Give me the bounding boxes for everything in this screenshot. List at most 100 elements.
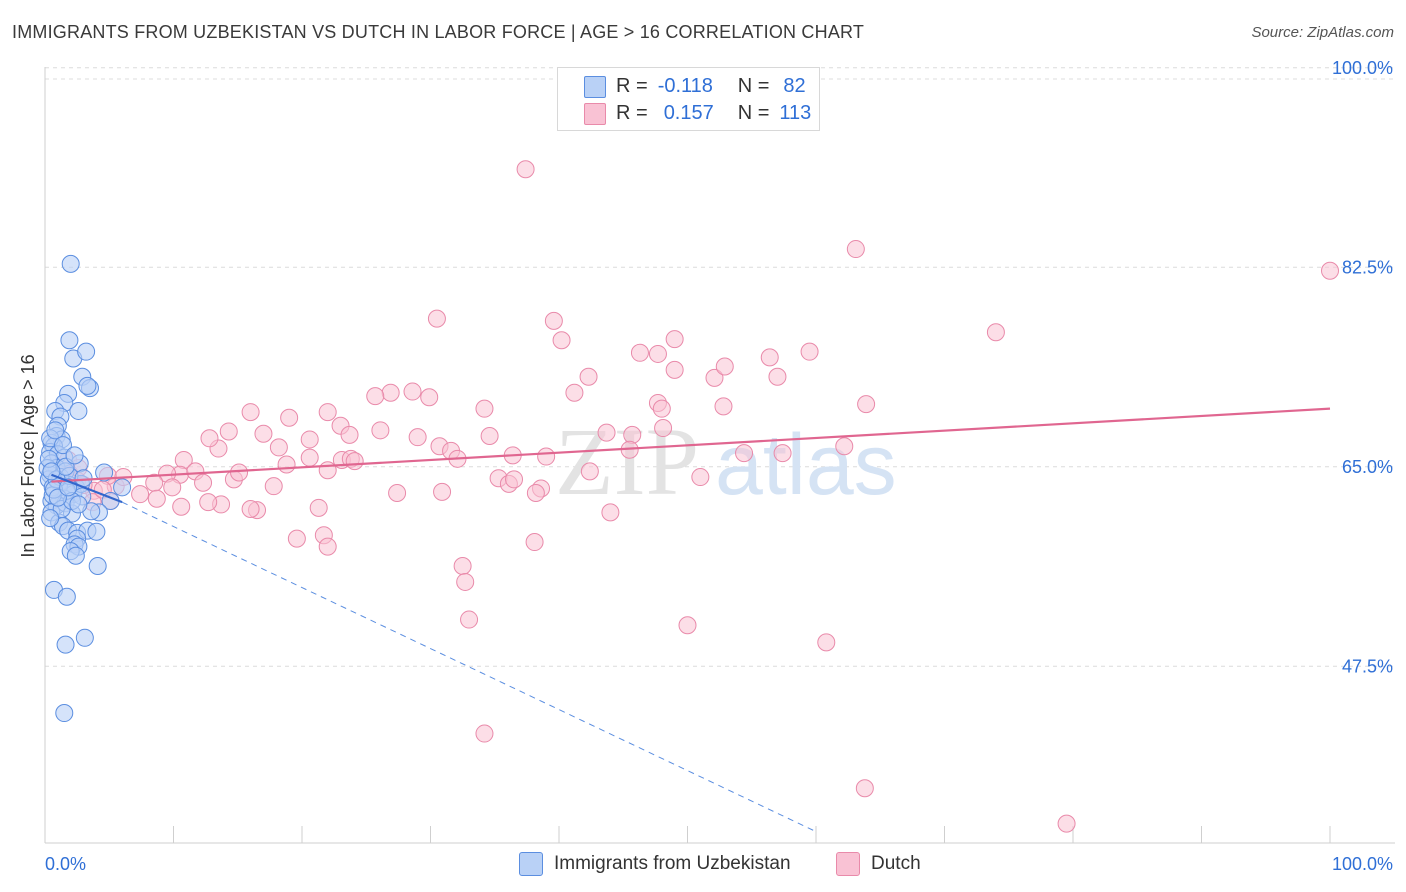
dutch-point [300, 448, 319, 467]
dutch-point [300, 430, 319, 449]
dutch-point [715, 357, 734, 376]
dutch-point [241, 499, 260, 518]
dutch-point [760, 348, 779, 367]
dutch-point [505, 470, 524, 489]
dutch-point [1321, 261, 1339, 280]
y-tick-labels: 47.5% 65.0% 82.5% 100.0% [1332, 58, 1393, 676]
bottom-legend-label-dutch: Dutch [871, 853, 921, 874]
dutch-point [1057, 814, 1076, 833]
dutch-point [318, 461, 337, 480]
dutch-point [280, 408, 299, 427]
dutch-point [287, 529, 306, 548]
dutch-point [366, 387, 385, 406]
dutch-point [565, 383, 584, 402]
watermark-atlas: atlas [715, 417, 897, 513]
dutch-point [172, 497, 191, 516]
dutch-point [388, 484, 407, 503]
dutch-point [552, 331, 571, 350]
axes [44, 67, 1395, 844]
dutch-point [544, 311, 563, 330]
y-tick-label: 65.0% [1342, 457, 1393, 477]
dutch-point [460, 610, 479, 629]
uzbekistan-point [87, 522, 106, 541]
dutch-point [986, 323, 1005, 342]
chart-title: IMMIGRANTS FROM UZBEKISTAN VS DUTCH IN L… [12, 22, 865, 42]
x-tick-labels: 0.0% 100.0% [45, 854, 1393, 874]
dutch-point [131, 485, 150, 504]
dutch-point [456, 572, 475, 591]
trend-lines [51, 407, 1331, 833]
watermark-zip: ZIP [555, 408, 699, 515]
dutch-point [427, 309, 446, 328]
y-tick-label: 82.5% [1342, 257, 1393, 277]
dutch-trend-line [51, 407, 1331, 483]
uzbekistan-point [56, 635, 75, 654]
bottom-legend-dutch: Dutch [836, 852, 921, 876]
uzbekistan-point [113, 478, 132, 497]
uzbekistan-point [77, 342, 96, 361]
dutch-point [340, 425, 359, 444]
dutch-point [678, 616, 697, 635]
dutch-point [453, 556, 472, 575]
dutch-point [665, 360, 684, 379]
dutch-point [579, 367, 598, 386]
dutch-point [420, 388, 439, 407]
bottom-legend-swatch-pink [836, 852, 860, 876]
legend-r-value: 0.157 [663, 101, 714, 124]
dutch-points [48, 160, 1339, 833]
correlation-legend: R = -0.118 N = 82 R = 0.157 N = 113 [557, 67, 820, 131]
legend-n-value: 113 [779, 101, 812, 124]
dutch-point [648, 344, 667, 363]
dutch-point [691, 468, 710, 487]
uzbekistan-point [88, 556, 107, 575]
uzbekistan-point [41, 509, 60, 528]
dutch-point [714, 397, 733, 416]
uzbekistan-points [38, 254, 132, 723]
legend-r-value: -0.118 [657, 74, 713, 97]
dutch-point [580, 462, 599, 481]
uzbekistan-point [65, 446, 84, 465]
legend-row-uzbekistan: R = -0.118 N = 82 [616, 74, 806, 98]
dutch-point [835, 437, 854, 456]
dutch-point [269, 438, 288, 457]
uzbekistan-point [66, 546, 85, 565]
watermark: ZIP atlas [555, 408, 897, 515]
dutch-point [623, 425, 642, 444]
legend-r-label: R = [616, 101, 648, 124]
dutch-point [194, 473, 213, 492]
dutch-point [318, 403, 337, 422]
dutch-point [318, 537, 337, 556]
dutch-point [147, 489, 166, 508]
dutch-point [654, 419, 673, 438]
bottom-legend-uzbekistan: Immigrants from Uzbekistan [519, 852, 791, 876]
dutch-point [537, 447, 556, 466]
x-tick-label: 100.0% [1332, 854, 1393, 874]
uzbekistan-point [75, 628, 94, 647]
dutch-point [200, 429, 219, 448]
dutch-point [735, 444, 754, 463]
dutch-point [163, 478, 182, 497]
x-tick-label: 0.0% [45, 854, 86, 874]
dutch-point [525, 533, 544, 552]
uzbekistan-point [53, 436, 72, 455]
dutch-point [665, 330, 684, 349]
dutch-point [277, 455, 296, 474]
dutch-point [526, 484, 545, 503]
legend-row-dutch: R = 0.157 N = 113 [616, 101, 811, 125]
dutch-point [773, 444, 792, 463]
legend-swatch-pink [584, 103, 606, 125]
dutch-point [480, 427, 499, 446]
dutch-point [768, 367, 787, 386]
dutch-point [601, 503, 620, 522]
dutch-point [846, 240, 865, 259]
dutch-point [857, 395, 876, 414]
uzbekistan-point [69, 401, 88, 420]
dutch-point [254, 424, 273, 443]
dutch-point [199, 493, 218, 512]
uzbekistan-point [95, 463, 114, 482]
y-axis-label: In Labor Force | Age > 16 [18, 354, 38, 557]
legend-r-label: R = [616, 74, 648, 97]
uzbekistan-point [60, 331, 79, 350]
dutch-point [630, 343, 649, 362]
uzbekistan-point [46, 421, 65, 440]
